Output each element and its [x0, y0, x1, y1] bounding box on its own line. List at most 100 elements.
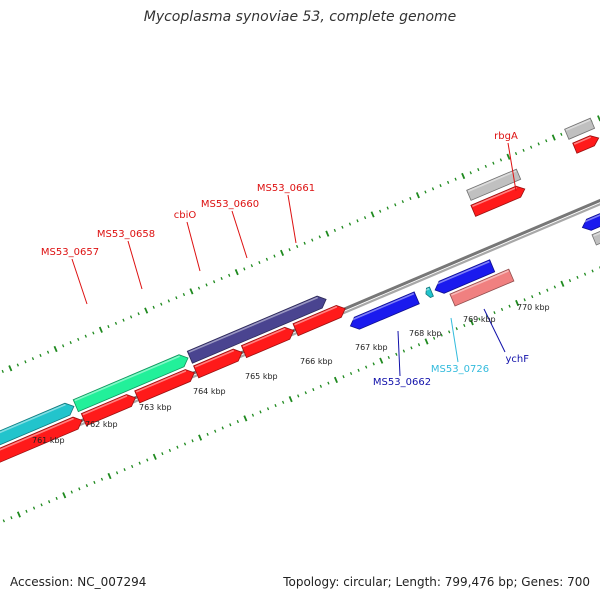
outer-tick — [92, 331, 95, 335]
inner-tick — [568, 279, 572, 283]
feature-red-c-highlight — [294, 306, 338, 326]
outer-tick — [356, 219, 359, 223]
outer-tick — [53, 345, 58, 353]
feature-ms53-0662[interactable] — [349, 291, 420, 330]
inner-tick — [236, 420, 239, 424]
inner-tick — [229, 423, 232, 427]
inner-tick — [183, 442, 187, 446]
leader-line-3 — [231, 210, 248, 259]
outer-tick — [1, 369, 4, 373]
accession-label: Accession: — [10, 575, 74, 589]
feature-red-c[interactable] — [292, 304, 346, 337]
outer-tick — [144, 307, 149, 314]
inner-tick — [304, 391, 307, 395]
inner-tick — [107, 472, 112, 480]
outer-tick — [250, 264, 253, 268]
feature-grey-c[interactable] — [564, 117, 596, 140]
label-leader-lines — [71, 142, 517, 377]
feature-grey-b[interactable] — [591, 218, 600, 246]
outer-tick — [16, 363, 20, 367]
tick-label-6: 767 kbp — [355, 343, 388, 352]
feature-red-right[interactable] — [572, 135, 600, 154]
leader-line-6 — [397, 330, 401, 377]
feature-red-b[interactable] — [80, 394, 136, 427]
outer-tick — [69, 341, 72, 345]
map-title: Mycoplasma synoviae 53, complete genome — [143, 9, 457, 25]
inner-tick — [448, 330, 451, 334]
feature-ms53-0726[interactable] — [425, 286, 434, 298]
feature-ms53-0660[interactable] — [240, 326, 295, 359]
tick-label-7: 768 kbp — [409, 329, 442, 338]
inner-tick — [478, 317, 481, 321]
inner-tick — [424, 338, 429, 345]
inner-tick — [93, 480, 96, 484]
genome-stats: Topology: circular; Length: 799,476 bp; … — [283, 575, 590, 589]
feature-ms53-0662-highlight — [349, 292, 415, 322]
feature-ms53-0658[interactable] — [72, 354, 189, 413]
feature-ychf[interactable] — [449, 268, 515, 307]
inner-tick — [281, 400, 285, 404]
inner-tick — [62, 492, 67, 499]
feature-small-blue[interactable] — [434, 259, 496, 294]
outer-tick — [529, 145, 533, 149]
length-value: 799,476 bp — [444, 575, 514, 589]
outer-tick — [182, 292, 186, 297]
inner-tick — [47, 500, 51, 504]
inner-tick — [432, 336, 436, 340]
inner-tick — [288, 396, 293, 403]
feature-ms53-0657-highlight — [135, 370, 187, 393]
topology-value: circular — [343, 575, 388, 589]
outer-tick — [265, 257, 269, 261]
inner-tick — [138, 461, 141, 465]
gene-label-3: MS53_0660 — [201, 199, 259, 210]
inner-tick — [176, 445, 179, 449]
outer-tick — [560, 132, 563, 136]
feature-ms53-0657[interactable] — [134, 369, 195, 404]
inner-tick — [10, 516, 13, 520]
inner-tick — [357, 368, 360, 372]
inner-tick — [221, 426, 224, 430]
outer-tick — [24, 360, 27, 364]
outer-tick — [205, 283, 208, 287]
gene-features[interactable] — [0, 117, 600, 463]
feature-cbio[interactable] — [193, 348, 243, 379]
tick-label-4: 765 kbp — [245, 372, 278, 381]
feature-ms53-0658-highlight — [74, 355, 180, 402]
inner-tick — [115, 471, 119, 475]
inner-tick — [266, 407, 270, 411]
inner-tick — [387, 355, 390, 360]
gene-label-0: MS53_0657 — [41, 247, 99, 258]
inner-tick — [402, 349, 406, 353]
feature-grey-a[interactable] — [466, 168, 522, 201]
feature-rbga[interactable] — [470, 185, 526, 217]
outer-tick — [379, 209, 382, 213]
tick-label-2: 763 kbp — [139, 403, 172, 412]
outer-tick — [160, 302, 163, 306]
feature-ychf-highlight — [451, 270, 509, 296]
outer-tick — [318, 235, 321, 239]
outer-tick — [107, 325, 110, 329]
feature-red-a[interactable] — [0, 416, 83, 463]
length-label: Length: — [395, 575, 441, 589]
outer-tick — [545, 139, 548, 143]
gene-label-6: MS53_0662 — [373, 377, 431, 388]
outer-tick — [98, 326, 103, 333]
gene-label-2: cbiO — [174, 210, 197, 221]
inner-tick — [319, 384, 323, 388]
outer-tick — [386, 206, 389, 210]
feature-ms53-0661[interactable] — [186, 295, 327, 364]
gene-label-7: MS53_0726 — [431, 364, 489, 375]
inner-tick — [152, 453, 157, 460]
inner-tick — [469, 319, 474, 326]
feature-ms53-0726-highlight — [425, 288, 430, 292]
tick-label-9: 770 kbp — [517, 303, 550, 312]
outer-tick — [415, 192, 420, 199]
inner-tick — [500, 307, 504, 311]
outer-tick — [288, 248, 291, 252]
outer-tick — [31, 357, 35, 361]
feature-blue-right[interactable] — [581, 202, 600, 231]
outer-tick — [84, 334, 87, 338]
outer-tick — [394, 203, 397, 207]
feature-0656[interactable] — [0, 402, 75, 452]
